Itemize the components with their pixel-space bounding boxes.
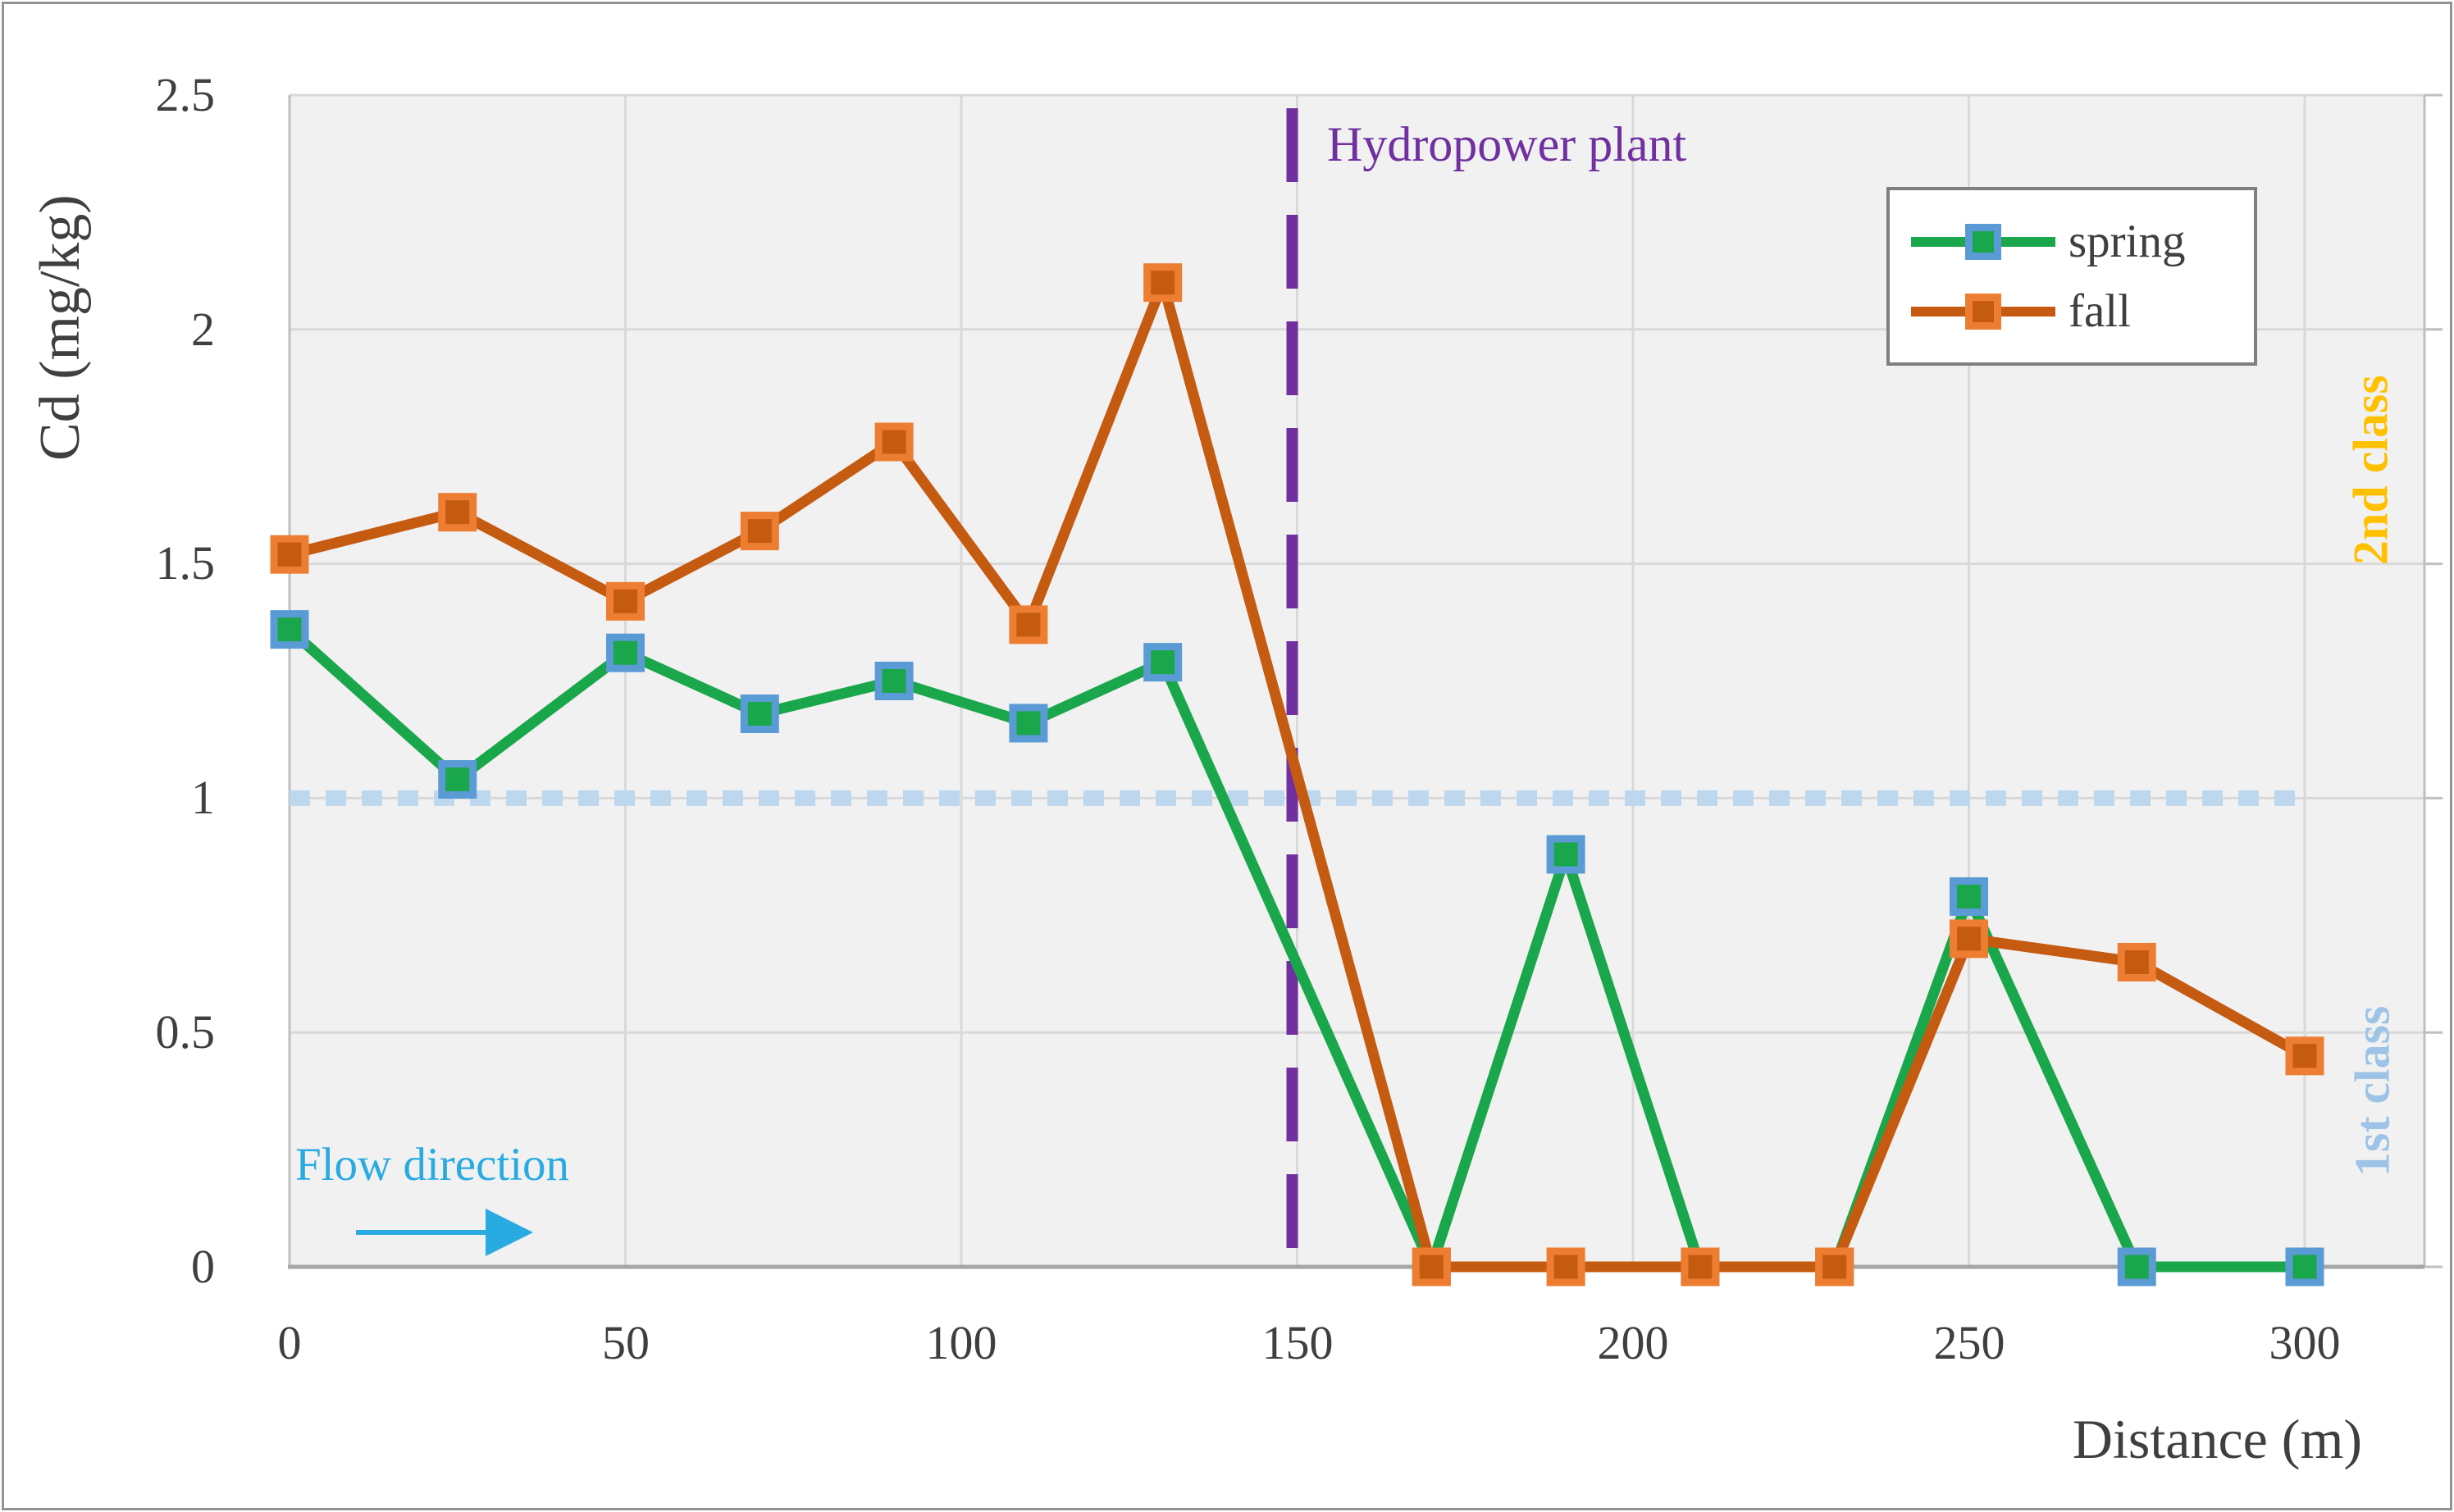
series-marker-spring [2117, 1247, 2156, 1287]
series-marker-spring [270, 610, 309, 649]
first-class-label: 1st class [2345, 1005, 2400, 1177]
y-tick-label: 0 [191, 1240, 215, 1293]
series-marker-fall [1681, 1247, 1720, 1287]
series-marker-fall [1950, 919, 1988, 959]
hydropower-plant-label: Hydropower plant [1327, 117, 1687, 171]
series-marker-fall [606, 581, 645, 621]
series-marker-spring [606, 633, 645, 672]
x-tick-label: 100 [925, 1316, 997, 1369]
series-marker-spring [1950, 877, 1988, 916]
series-marker-fall [1815, 1247, 1854, 1287]
y-tick-label: 1.5 [155, 536, 216, 590]
x-tick-label: 150 [1261, 1316, 1334, 1369]
series-marker-fall [1546, 1247, 1585, 1287]
series-line-spring [285, 625, 2305, 1273]
series-marker-fall [270, 535, 309, 574]
series-marker-spring [438, 760, 477, 799]
flow-arrow-head [486, 1209, 533, 1256]
x-tick-label: 50 [602, 1316, 650, 1369]
y-tick-label: 2.5 [155, 68, 216, 121]
legend-item-spring: spring [1911, 218, 2254, 265]
legend-label-spring: spring [2069, 216, 2186, 267]
series-marker-fall [2117, 942, 2156, 981]
series-marker-spring [1009, 704, 1048, 743]
y-tick-label: 1 [191, 771, 215, 824]
series-marker-spring [2285, 1247, 2324, 1287]
legend: spring fall [1886, 187, 2257, 366]
legend-marker-icon [1965, 293, 2001, 330]
series-marker-spring [1143, 643, 1183, 682]
series-line-fall [288, 277, 2308, 1273]
x-axis-title: Distance (m) [2072, 1408, 2362, 1470]
y-tick-label: 2 [191, 303, 215, 356]
legend-swatch-spring [1911, 223, 2055, 261]
series-marker-fall [740, 512, 779, 551]
legend-label-fall: fall [2069, 285, 2131, 337]
series-marker-fall [438, 493, 477, 532]
series-marker-fall [1143, 263, 1183, 303]
series-marker-fall [1009, 605, 1048, 644]
x-tick-label: 300 [2269, 1316, 2341, 1369]
legend-item-fall: fall [1911, 288, 2254, 335]
series-marker-fall [2285, 1036, 2324, 1076]
series-marker-spring [1546, 835, 1585, 874]
x-tick-label: 0 [277, 1316, 302, 1369]
y-tick-label: 0.5 [155, 1005, 216, 1059]
legend-swatch-fall [1911, 293, 2055, 330]
flow-direction-label: Flow direction [295, 1139, 570, 1191]
series-marker-fall [1412, 1247, 1451, 1287]
x-tick-label: 200 [1597, 1316, 1669, 1369]
series-marker-fall [874, 422, 914, 462]
series-marker-spring [740, 695, 779, 734]
series-marker-spring [874, 662, 914, 700]
legend-marker-icon [1965, 223, 2001, 260]
x-tick-label: 250 [1933, 1316, 2005, 1369]
second-class-label: 2nd class [2343, 375, 2398, 565]
